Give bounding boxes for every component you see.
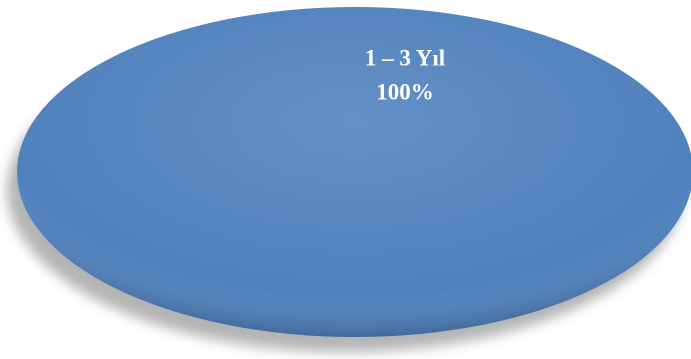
slice-label: 1 – 3 Yıl: [365, 45, 445, 70]
slice-value-label: 100%: [376, 79, 434, 104]
pie-shading: [17, 7, 691, 337]
